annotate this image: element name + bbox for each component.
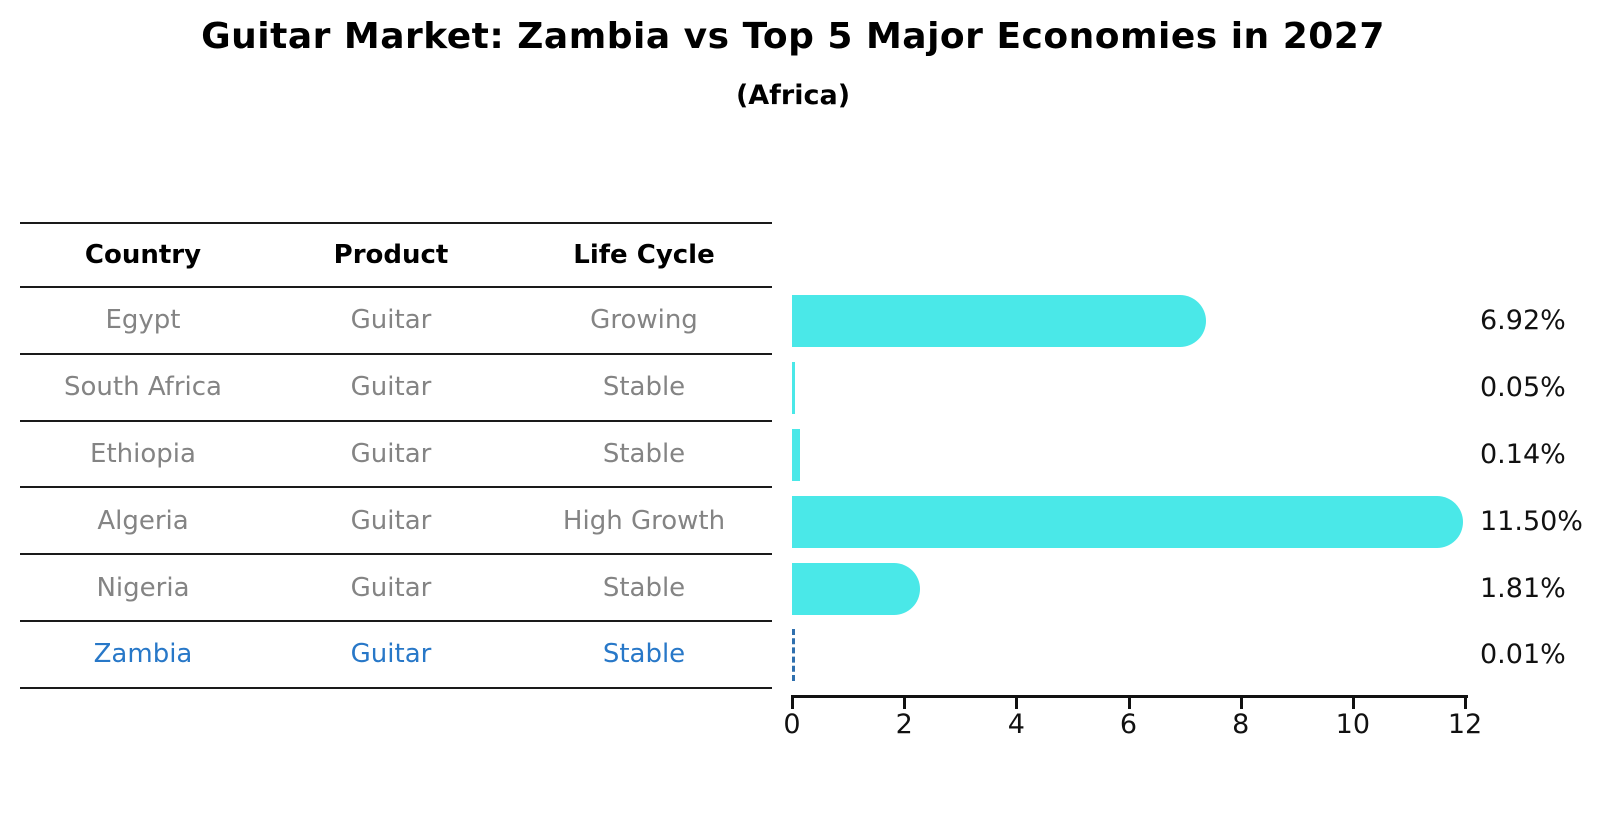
x-axis-tick — [1351, 695, 1355, 709]
table-cell: Stable — [602, 639, 686, 670]
table-header-cell: Country — [84, 240, 202, 270]
bar — [792, 295, 1207, 348]
chart-title: Guitar Market: Zambia vs Top 5 Major Eco… — [201, 16, 1385, 57]
bar — [792, 362, 795, 415]
bar — [792, 629, 795, 682]
table-cell: Guitar — [350, 505, 432, 536]
bar — [792, 429, 800, 481]
x-axis-tick-label: 8 — [1232, 709, 1250, 740]
table-cell: Guitar — [350, 372, 432, 403]
table-cell: Stable — [602, 372, 686, 403]
x-axis-tick — [1239, 695, 1243, 709]
table-cell: Stable — [602, 438, 686, 469]
country-table: Country Product Life Cycle Egypt Guitar Grow… — [20, 222, 772, 689]
bar — [792, 495, 1463, 548]
table-row: Egypt Guitar Growing — [20, 288, 772, 355]
table-cell: Stable — [602, 572, 686, 603]
table-row: South Africa Guitar Stable — [20, 355, 772, 422]
table-header-cell: Product — [333, 240, 449, 270]
table-cell: South Africa — [64, 372, 222, 403]
value-label: 11.50% — [1480, 505, 1583, 537]
table-cell: High Growth — [562, 505, 726, 536]
x-axis-tick-label: 10 — [1335, 709, 1370, 740]
bar — [792, 562, 920, 615]
value-label: 0.01% — [1480, 639, 1566, 671]
table-cell: Zambia — [93, 639, 193, 670]
table-row: Ethiopia Guitar Stable — [20, 422, 772, 489]
table-row: Algeria Guitar High Growth — [20, 488, 772, 556]
x-axis-tick — [791, 695, 794, 709]
table-body: Egypt Guitar Growing South Africa Guitar Stab… — [20, 288, 772, 689]
x-axis-tick — [903, 695, 907, 709]
x-axis-tick-label: 4 — [1007, 709, 1025, 740]
table-row: Zambia Guitar Stable — [20, 622, 772, 689]
x-axis-tick — [1127, 695, 1131, 709]
value-label: 6.92% — [1480, 305, 1566, 337]
table-cell: Guitar — [350, 305, 432, 336]
table-cell: Guitar — [350, 572, 432, 603]
x-axis-tick-label: 0 — [783, 709, 801, 740]
x-axis-tick-label: 6 — [1119, 709, 1138, 740]
table-cell: Growing — [590, 305, 698, 336]
table-header-row: Country Product Life Cycle — [20, 222, 772, 288]
x-axis-tick — [1015, 695, 1019, 709]
table-cell: Guitar — [350, 639, 432, 670]
chart-subtitle: (Africa) — [735, 80, 851, 111]
table-header-cell: Life Cycle — [573, 240, 715, 270]
value-label: 0.14% — [1480, 439, 1566, 470]
value-label: 1.81% — [1480, 572, 1566, 604]
x-axis-tick-label: 2 — [895, 709, 913, 740]
table-cell: Egypt — [105, 305, 181, 336]
table-cell: Nigeria — [96, 572, 190, 603]
x-axis-tick — [1464, 695, 1467, 709]
table-cell: Algeria — [97, 505, 189, 536]
table-cell: Ethiopia — [90, 438, 196, 469]
value-label: 0.05% — [1480, 372, 1566, 404]
table-cell: Guitar — [350, 438, 432, 469]
x-axis-tick-label: 12 — [1447, 709, 1483, 740]
table-row: Nigeria Guitar Stable — [20, 555, 772, 622]
